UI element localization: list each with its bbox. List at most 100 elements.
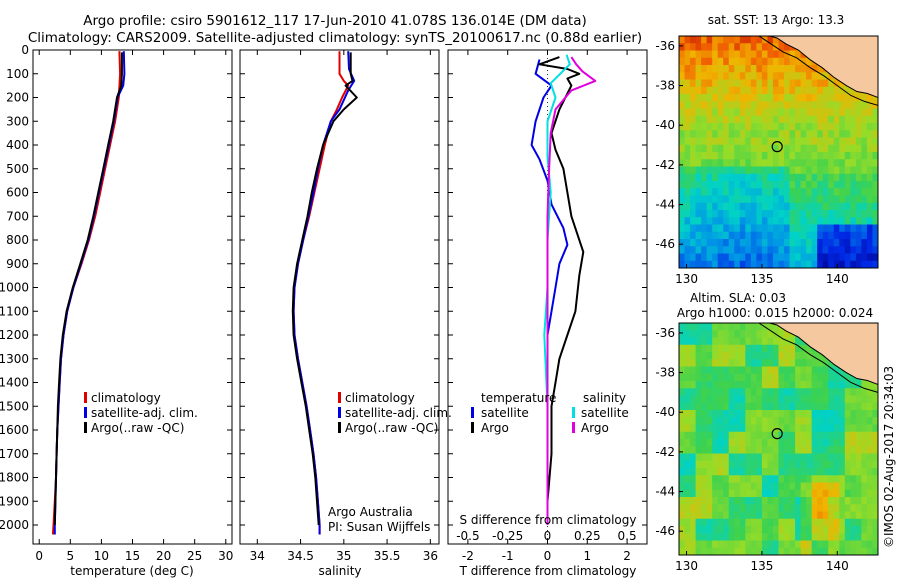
map-cell bbox=[679, 253, 686, 262]
x-tick-label: 130 bbox=[675, 272, 698, 286]
map-cell bbox=[817, 352, 824, 360]
y-tick-label: 2000 bbox=[0, 518, 29, 532]
map-cell bbox=[844, 195, 851, 204]
map-cell bbox=[822, 410, 829, 418]
map-cell bbox=[756, 217, 763, 226]
map-cell bbox=[701, 195, 708, 204]
map-cell bbox=[778, 130, 785, 139]
map-cell bbox=[712, 108, 719, 117]
map-cell bbox=[701, 166, 708, 175]
map-cell bbox=[795, 395, 802, 404]
map-cell bbox=[684, 504, 691, 513]
map-cell bbox=[789, 188, 796, 197]
map-cell bbox=[767, 526, 774, 534]
map-cell bbox=[701, 43, 708, 52]
map-cell bbox=[734, 424, 741, 433]
map-cell bbox=[866, 518, 874, 527]
map-frame bbox=[678, 35, 879, 269]
map-cell bbox=[806, 460, 813, 469]
map-cell bbox=[712, 159, 719, 168]
map-cell bbox=[750, 246, 757, 255]
map-cell bbox=[690, 352, 697, 360]
map-cell bbox=[828, 547, 835, 555]
map-cell bbox=[706, 424, 713, 433]
map-cell bbox=[772, 547, 780, 555]
map-cell bbox=[690, 381, 697, 389]
map-cell bbox=[811, 246, 818, 255]
map-cell bbox=[795, 431, 802, 440]
map-cell bbox=[811, 173, 818, 182]
map-cell bbox=[833, 460, 840, 469]
map-cell bbox=[817, 359, 824, 368]
map-cell bbox=[750, 518, 757, 527]
map-cell bbox=[772, 344, 780, 353]
map-cell bbox=[844, 188, 851, 197]
map-cell bbox=[717, 188, 724, 197]
map-cell bbox=[690, 202, 697, 211]
map-cell bbox=[789, 224, 796, 233]
map-cell bbox=[739, 260, 746, 268]
map-cell bbox=[739, 159, 746, 168]
map-cell bbox=[811, 431, 818, 440]
map-cell bbox=[767, 115, 774, 124]
map-cell bbox=[789, 511, 796, 520]
map-cell bbox=[756, 130, 763, 139]
map-cell bbox=[811, 231, 818, 240]
map-cell bbox=[772, 50, 780, 59]
legend-swatch-climatology bbox=[338, 392, 341, 403]
map-cell bbox=[833, 224, 840, 233]
map-cell bbox=[706, 547, 713, 555]
map-cell bbox=[739, 86, 746, 95]
map-cell bbox=[789, 166, 796, 175]
map-cell bbox=[717, 246, 724, 255]
map-cell bbox=[767, 337, 774, 346]
map-cell bbox=[717, 144, 724, 153]
map-cell bbox=[723, 352, 730, 360]
map-cell bbox=[706, 130, 713, 139]
map-cell bbox=[734, 115, 741, 124]
map-cell bbox=[712, 446, 719, 455]
map-cell bbox=[745, 526, 752, 534]
map-cell bbox=[695, 239, 702, 247]
map-cell bbox=[844, 453, 851, 462]
map-cell bbox=[734, 195, 741, 204]
map-cell bbox=[800, 253, 807, 262]
map-cell bbox=[767, 410, 774, 418]
map-cell bbox=[806, 195, 813, 204]
map-cell bbox=[712, 359, 719, 368]
map-cell bbox=[789, 547, 796, 555]
map-cell bbox=[784, 202, 791, 211]
map-cell bbox=[800, 453, 807, 462]
map-cell bbox=[850, 373, 857, 382]
map-cell bbox=[872, 446, 878, 455]
map-cell bbox=[734, 381, 741, 389]
map-cell bbox=[778, 101, 785, 110]
map-cell bbox=[695, 260, 702, 268]
map-cell bbox=[728, 373, 735, 382]
map-cell bbox=[778, 43, 785, 52]
map-cell bbox=[712, 547, 719, 555]
map-cell bbox=[866, 388, 874, 397]
map-cell bbox=[806, 497, 813, 505]
map-cell bbox=[872, 195, 878, 204]
map-cell bbox=[723, 547, 730, 555]
map-cell bbox=[734, 511, 741, 520]
map-cell bbox=[701, 410, 708, 418]
map-cell bbox=[861, 526, 868, 534]
map-cell bbox=[745, 540, 752, 549]
map-cell bbox=[723, 217, 730, 226]
map-cell bbox=[861, 173, 868, 182]
map-cell bbox=[866, 533, 874, 542]
map-cell bbox=[795, 511, 802, 520]
map-cell bbox=[861, 497, 868, 505]
x-tick-label: -2 bbox=[462, 549, 474, 563]
map-cell bbox=[750, 366, 757, 375]
map-cell bbox=[695, 497, 702, 505]
map-cell bbox=[844, 239, 851, 247]
map-cell bbox=[750, 359, 757, 368]
map-cell bbox=[756, 410, 763, 418]
map-cell bbox=[822, 482, 829, 491]
map-cell bbox=[756, 224, 763, 233]
map-cell bbox=[750, 72, 757, 81]
map-cell bbox=[806, 373, 813, 382]
